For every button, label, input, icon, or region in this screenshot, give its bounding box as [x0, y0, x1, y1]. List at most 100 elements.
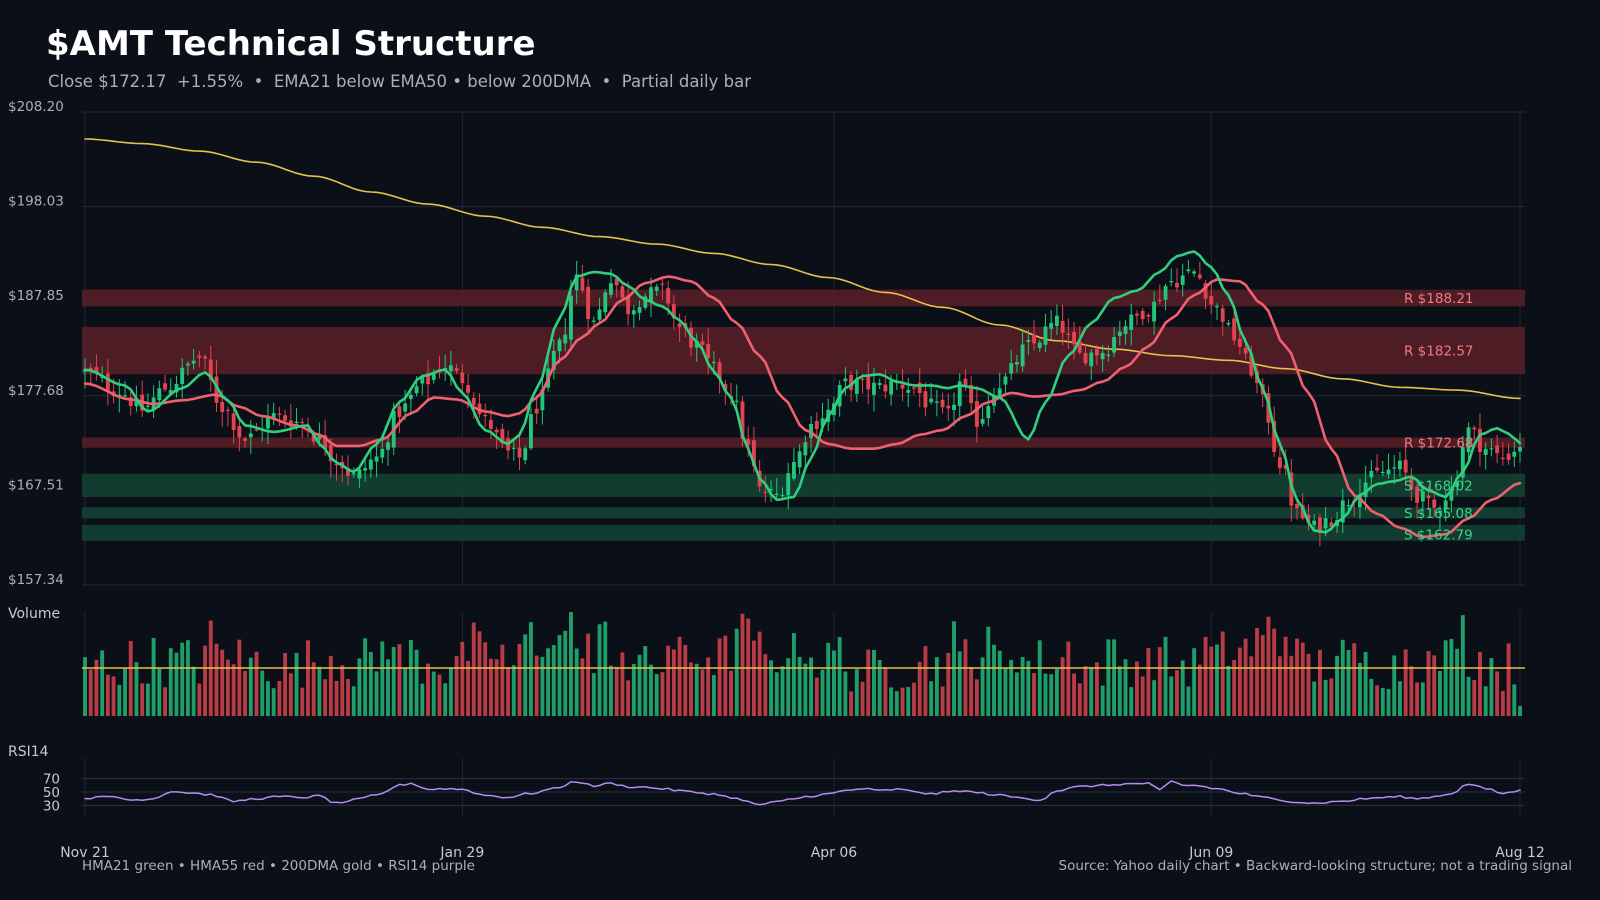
- candle[interactable]: [797, 444, 802, 475]
- candle[interactable]: [883, 369, 888, 399]
- candle[interactable]: [717, 358, 722, 394]
- candle[interactable]: [151, 385, 156, 419]
- candle[interactable]: [1094, 345, 1099, 366]
- candle[interactable]: [180, 357, 185, 399]
- candle[interactable]: [208, 345, 213, 392]
- candle[interactable]: [969, 376, 974, 413]
- candle[interactable]: [1432, 490, 1437, 518]
- candle[interactable]: [706, 328, 711, 375]
- candle[interactable]: [203, 354, 208, 370]
- candle[interactable]: [1340, 488, 1345, 534]
- candle[interactable]: [1112, 327, 1117, 358]
- candle[interactable]: [814, 412, 819, 438]
- candle[interactable]: [1175, 268, 1179, 292]
- candle[interactable]: [1135, 310, 1139, 326]
- candle[interactable]: [528, 407, 533, 451]
- candle[interactable]: [734, 384, 739, 410]
- candle[interactable]: [1277, 448, 1282, 475]
- candle[interactable]: [1157, 284, 1162, 305]
- candle[interactable]: [408, 388, 413, 413]
- candle[interactable]: [763, 475, 768, 503]
- candle[interactable]: [957, 373, 962, 422]
- candle[interactable]: [1072, 322, 1077, 360]
- candle[interactable]: [866, 362, 871, 405]
- candle[interactable]: [1489, 438, 1494, 457]
- candle[interactable]: [288, 404, 293, 439]
- candle[interactable]: [488, 409, 493, 439]
- candle[interactable]: [1009, 349, 1014, 381]
- candle[interactable]: [923, 382, 928, 417]
- candle[interactable]: [1455, 470, 1460, 496]
- candle[interactable]: [1163, 283, 1168, 311]
- candle[interactable]: [225, 406, 230, 427]
- candle[interactable]: [1312, 514, 1317, 530]
- candle[interactable]: [277, 407, 282, 426]
- candle[interactable]: [1438, 505, 1442, 530]
- candle[interactable]: [986, 395, 991, 427]
- candle[interactable]: [780, 487, 785, 499]
- candle[interactable]: [1169, 268, 1174, 287]
- candle[interactable]: [191, 348, 196, 370]
- candlesticks[interactable]: [83, 259, 1522, 547]
- candle[interactable]: [334, 453, 339, 481]
- candle[interactable]: [1100, 345, 1105, 372]
- candle[interactable]: [877, 378, 882, 390]
- candle[interactable]: [586, 278, 591, 334]
- candle[interactable]: [626, 281, 631, 326]
- candle[interactable]: [283, 409, 288, 428]
- candle[interactable]: [934, 389, 939, 417]
- candle[interactable]: [597, 297, 602, 323]
- candle[interactable]: [854, 369, 859, 403]
- candle[interactable]: [1478, 413, 1482, 467]
- candle[interactable]: [917, 367, 922, 408]
- candle[interactable]: [477, 393, 482, 418]
- candle[interactable]: [1512, 441, 1517, 468]
- candle[interactable]: [1500, 442, 1505, 466]
- candle[interactable]: [1420, 488, 1425, 516]
- candle[interactable]: [980, 406, 985, 427]
- candle[interactable]: [1129, 303, 1134, 346]
- candle[interactable]: [1295, 498, 1299, 520]
- candle[interactable]: [500, 423, 505, 449]
- candle[interactable]: [540, 376, 545, 425]
- candle[interactable]: [677, 313, 682, 343]
- candle[interactable]: [1380, 460, 1385, 476]
- candle[interactable]: [1180, 263, 1185, 297]
- candle[interactable]: [591, 316, 596, 325]
- candle[interactable]: [1032, 319, 1036, 351]
- candle[interactable]: [174, 375, 179, 398]
- candle[interactable]: [231, 404, 236, 444]
- candle[interactable]: [1106, 345, 1111, 362]
- candle[interactable]: [769, 480, 773, 503]
- candle[interactable]: [1140, 307, 1145, 326]
- candle[interactable]: [523, 445, 528, 465]
- candle[interactable]: [483, 403, 488, 427]
- candle[interactable]: [603, 289, 608, 317]
- candle[interactable]: [128, 389, 133, 416]
- candle[interactable]: [1220, 304, 1225, 336]
- candle[interactable]: [426, 360, 430, 401]
- candle[interactable]: [1397, 451, 1402, 477]
- candle[interactable]: [1146, 312, 1151, 324]
- candle[interactable]: [454, 364, 459, 374]
- candle[interactable]: [1043, 313, 1048, 353]
- candle[interactable]: [997, 372, 1002, 399]
- candle[interactable]: [368, 451, 373, 478]
- candle[interactable]: [952, 392, 956, 427]
- candle[interactable]: [649, 277, 653, 317]
- candle[interactable]: [1306, 504, 1311, 531]
- candle[interactable]: [1506, 443, 1511, 465]
- candle[interactable]: [580, 264, 585, 294]
- candle[interactable]: [1215, 303, 1219, 321]
- candle[interactable]: [843, 367, 848, 396]
- candle[interactable]: [1392, 454, 1397, 484]
- candle[interactable]: [1415, 481, 1420, 520]
- candle[interactable]: [1386, 453, 1391, 479]
- candle[interactable]: [1014, 354, 1019, 373]
- candle[interactable]: [551, 339, 556, 380]
- candle[interactable]: [1037, 339, 1042, 352]
- candle[interactable]: [1117, 320, 1122, 346]
- candle[interactable]: [1518, 432, 1522, 463]
- candle[interactable]: [1449, 475, 1454, 513]
